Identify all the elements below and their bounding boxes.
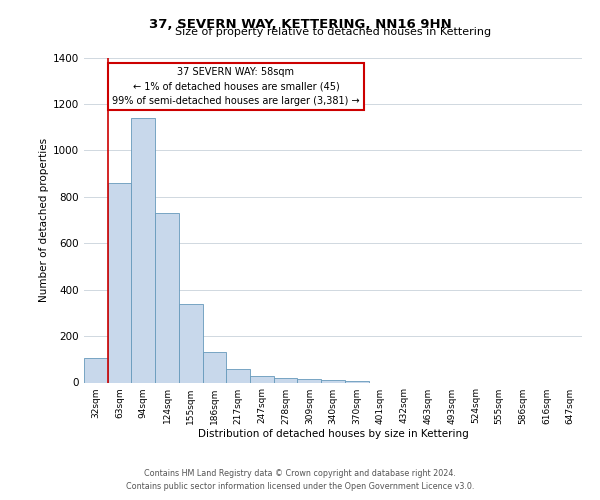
Bar [155, 213, 179, 382]
Bar [345, 380, 368, 382]
Text: 37, SEVERN WAY, KETTERING, NN16 9HN: 37, SEVERN WAY, KETTERING, NN16 9HN [149, 18, 451, 30]
Bar [131, 118, 155, 382]
Bar [321, 380, 345, 382]
Text: 37 SEVERN WAY: 58sqm
← 1% of detached houses are smaller (45)
99% of semi-detach: 37 SEVERN WAY: 58sqm ← 1% of detached ho… [112, 67, 360, 106]
Bar [108, 183, 131, 382]
Text: Contains HM Land Registry data © Crown copyright and database right 2024.
Contai: Contains HM Land Registry data © Crown c… [126, 470, 474, 491]
Title: Size of property relative to detached houses in Kettering: Size of property relative to detached ho… [175, 28, 491, 38]
Bar [298, 379, 321, 382]
Bar [203, 352, 226, 382]
Bar [84, 358, 108, 382]
Bar [250, 376, 274, 382]
Bar [274, 378, 298, 382]
Bar [226, 368, 250, 382]
X-axis label: Distribution of detached houses by size in Kettering: Distribution of detached houses by size … [197, 430, 469, 440]
Y-axis label: Number of detached properties: Number of detached properties [39, 138, 49, 302]
Bar [179, 304, 203, 382]
